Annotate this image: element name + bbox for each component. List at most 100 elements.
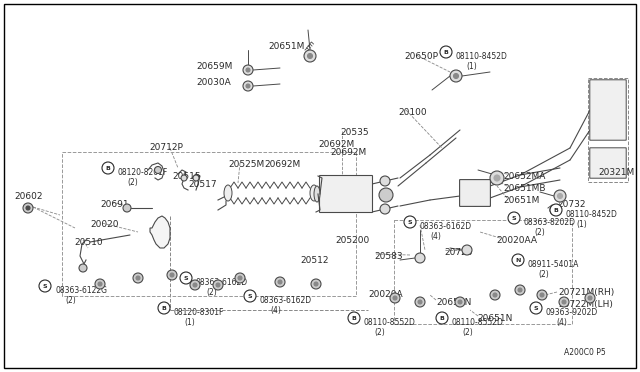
Ellipse shape	[224, 185, 232, 201]
Circle shape	[554, 190, 566, 202]
Text: S: S	[534, 305, 538, 311]
Text: (2): (2)	[462, 328, 473, 337]
Text: (1): (1)	[466, 62, 477, 71]
Circle shape	[515, 285, 525, 295]
Text: 20712P: 20712P	[149, 143, 183, 152]
Text: N: N	[515, 257, 521, 263]
Circle shape	[235, 273, 245, 283]
Circle shape	[390, 293, 400, 303]
Text: B: B	[351, 315, 356, 321]
Text: 20650P: 20650P	[404, 52, 438, 61]
Text: 20020A: 20020A	[368, 290, 403, 299]
Text: 20515: 20515	[172, 172, 200, 181]
Circle shape	[415, 297, 425, 307]
Circle shape	[154, 167, 161, 173]
Text: 20517: 20517	[188, 180, 216, 189]
Circle shape	[244, 290, 256, 302]
Text: 20720: 20720	[444, 248, 472, 257]
Circle shape	[550, 204, 562, 216]
Text: 08120-8301F: 08120-8301F	[174, 308, 225, 317]
Text: 20512: 20512	[300, 256, 328, 265]
Text: 20535: 20535	[340, 128, 369, 137]
Circle shape	[275, 277, 285, 287]
Circle shape	[213, 280, 223, 290]
Circle shape	[95, 279, 105, 289]
Text: S: S	[248, 294, 252, 298]
FancyBboxPatch shape	[590, 148, 626, 178]
Text: 20651M: 20651M	[268, 42, 305, 51]
Circle shape	[133, 273, 143, 283]
Circle shape	[167, 270, 177, 280]
Circle shape	[98, 282, 102, 286]
Text: B: B	[444, 49, 449, 55]
Circle shape	[380, 204, 390, 214]
Circle shape	[512, 254, 524, 266]
Circle shape	[170, 273, 174, 277]
Circle shape	[304, 50, 316, 62]
Circle shape	[493, 293, 497, 297]
Circle shape	[102, 162, 114, 174]
Text: (2): (2)	[65, 296, 76, 305]
Bar	[394, 220, 572, 324]
Circle shape	[314, 282, 318, 286]
Text: S: S	[43, 283, 47, 289]
Text: (2): (2)	[534, 228, 545, 237]
Text: 20020: 20020	[90, 220, 118, 229]
Text: 09363-9202D: 09363-9202D	[546, 308, 598, 317]
Polygon shape	[150, 216, 170, 248]
Text: (4): (4)	[556, 318, 567, 327]
Circle shape	[380, 176, 390, 186]
Text: (4): (4)	[270, 306, 281, 315]
FancyBboxPatch shape	[460, 180, 490, 206]
Text: S: S	[512, 215, 516, 221]
Circle shape	[79, 264, 87, 272]
Circle shape	[559, 297, 569, 307]
Circle shape	[190, 280, 200, 290]
Circle shape	[490, 290, 500, 300]
Circle shape	[39, 280, 51, 292]
Circle shape	[454, 74, 458, 78]
Text: 20692M: 20692M	[330, 148, 366, 157]
Circle shape	[246, 68, 250, 72]
Bar	[588, 78, 628, 182]
Text: 20691: 20691	[100, 200, 129, 209]
Text: 20321M: 20321M	[598, 168, 634, 177]
Circle shape	[494, 175, 500, 181]
Text: (2): (2)	[374, 328, 385, 337]
Circle shape	[440, 46, 452, 58]
Circle shape	[193, 175, 199, 181]
Circle shape	[537, 290, 547, 300]
Text: 20721M(RH): 20721M(RH)	[558, 288, 614, 297]
Text: 08363-6162D: 08363-6162D	[420, 222, 472, 231]
Text: 08911-5401A: 08911-5401A	[528, 260, 579, 269]
Text: (2): (2)	[127, 178, 138, 187]
Text: 08363-6122G: 08363-6122G	[55, 286, 107, 295]
Circle shape	[458, 300, 462, 304]
Circle shape	[26, 206, 30, 210]
Circle shape	[490, 171, 504, 185]
Text: (4): (4)	[430, 232, 441, 241]
Ellipse shape	[468, 180, 482, 206]
Circle shape	[348, 312, 360, 324]
Circle shape	[158, 302, 170, 314]
Circle shape	[193, 283, 197, 287]
Ellipse shape	[314, 186, 320, 202]
Text: 08363-6162D: 08363-6162D	[196, 278, 248, 287]
Text: 08110-8552D: 08110-8552D	[452, 318, 504, 327]
Text: (1): (1)	[184, 318, 195, 327]
Circle shape	[415, 253, 425, 263]
Circle shape	[238, 276, 242, 280]
Circle shape	[311, 279, 321, 289]
Circle shape	[123, 204, 131, 212]
Circle shape	[588, 296, 592, 300]
Text: 20651MB: 20651MB	[503, 184, 545, 193]
FancyBboxPatch shape	[319, 176, 372, 212]
Text: 08120-8201F: 08120-8201F	[117, 168, 167, 177]
Text: (2): (2)	[538, 270, 548, 279]
Circle shape	[246, 84, 250, 88]
Circle shape	[243, 65, 253, 75]
Text: 20020AA: 20020AA	[496, 236, 537, 245]
Text: 205200: 205200	[335, 236, 369, 245]
Text: B: B	[106, 166, 111, 170]
Text: S: S	[408, 219, 412, 224]
